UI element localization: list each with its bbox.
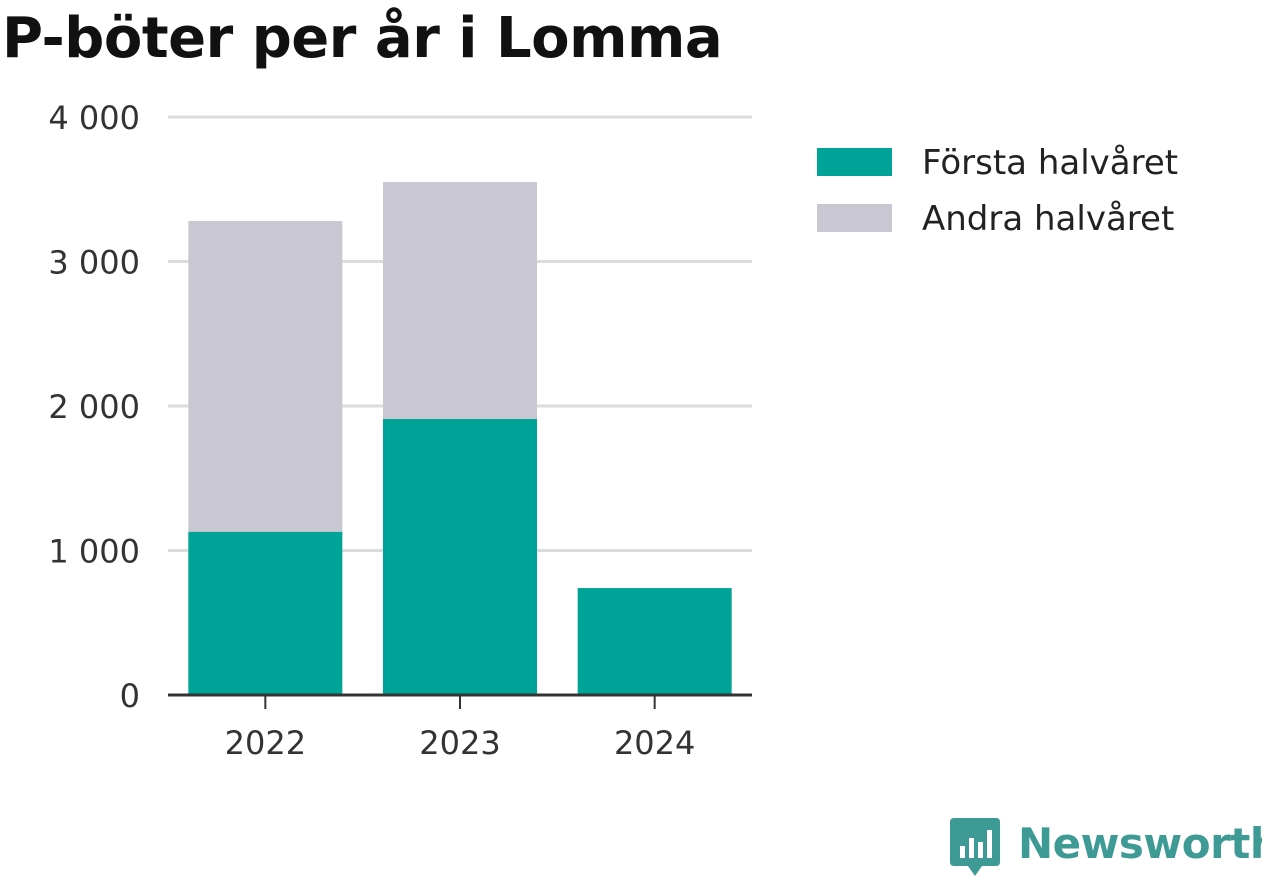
y-tick-label: 1 000 — [48, 533, 140, 571]
bars — [188, 182, 732, 695]
bar-segment — [188, 221, 343, 532]
newsworthy-logo-icon — [950, 818, 1000, 876]
axes: 0 1 000 2 000 3 000 4 000 2022 2023 2024 — [48, 99, 752, 762]
x-tick-label: 2024 — [614, 724, 695, 762]
bar-segment — [383, 419, 537, 695]
bar-segment — [188, 531, 343, 695]
y-tick-label: 0 — [120, 677, 140, 715]
brand-logo: Newsworthy — [950, 818, 1262, 880]
y-tick-label: 3 000 — [48, 244, 140, 282]
x-tick-label: 2022 — [225, 724, 306, 762]
y-tick-label: 4 000 — [48, 99, 140, 137]
legend-label: Andra halvåret — [922, 199, 1174, 239]
legend-swatch — [817, 148, 892, 176]
legend-label: Första halvåret — [922, 143, 1178, 183]
legend: Första halvåret Andra halvåret — [817, 143, 1178, 239]
bar-segment — [577, 588, 732, 695]
chart-title: P-böter per år i Lomma — [2, 6, 723, 71]
legend-swatch — [817, 204, 892, 232]
x-tick-label: 2023 — [419, 724, 500, 762]
y-tick-label: 2 000 — [48, 388, 140, 426]
brand-name: Newsworthy — [1018, 819, 1262, 868]
bar-segment — [383, 182, 537, 420]
